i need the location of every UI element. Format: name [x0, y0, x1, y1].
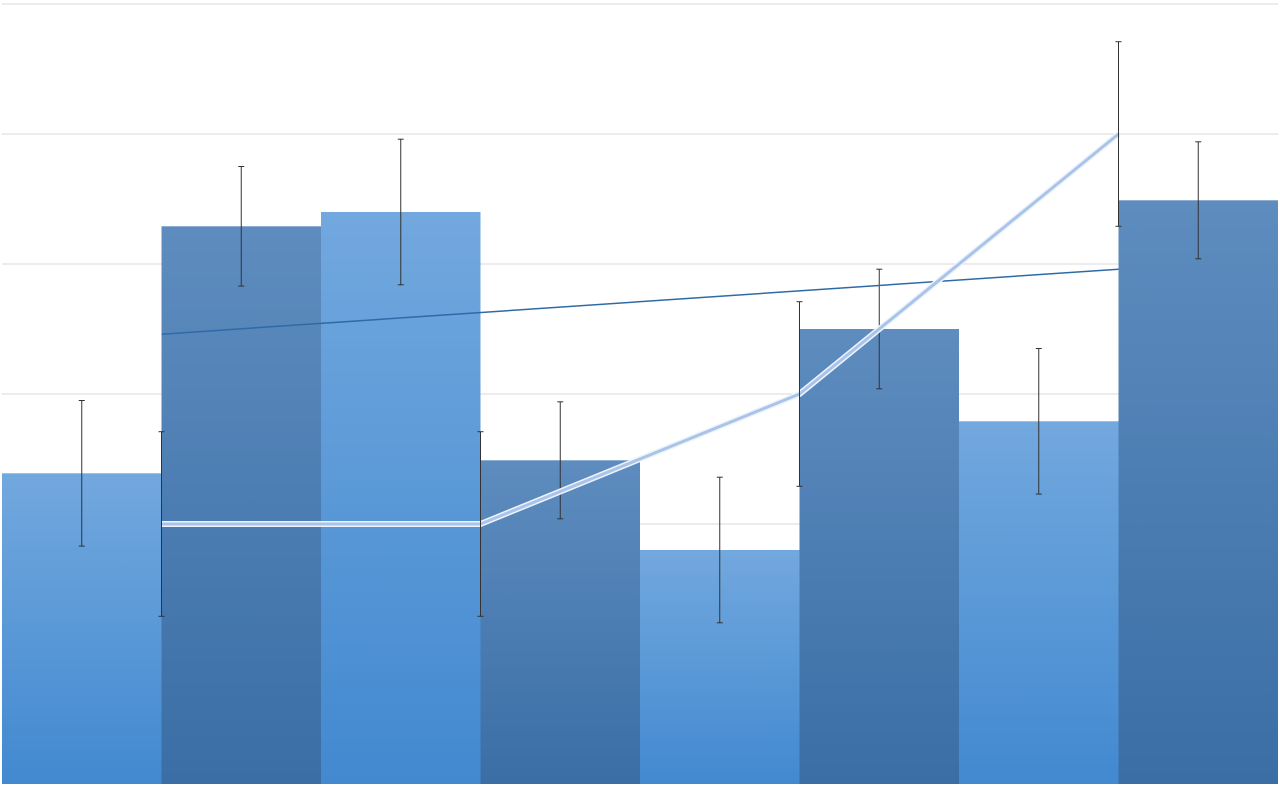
bar [321, 212, 481, 784]
trendline-path [161, 268, 1119, 335]
bar-series [2, 200, 1278, 785]
line-path [161, 132, 1120, 526]
line-error-bars [158, 41, 1122, 617]
trendline [161, 268, 1119, 335]
bar [161, 226, 321, 785]
line-series [161, 131, 1121, 527]
bar [799, 329, 959, 784]
bar [1118, 200, 1278, 785]
